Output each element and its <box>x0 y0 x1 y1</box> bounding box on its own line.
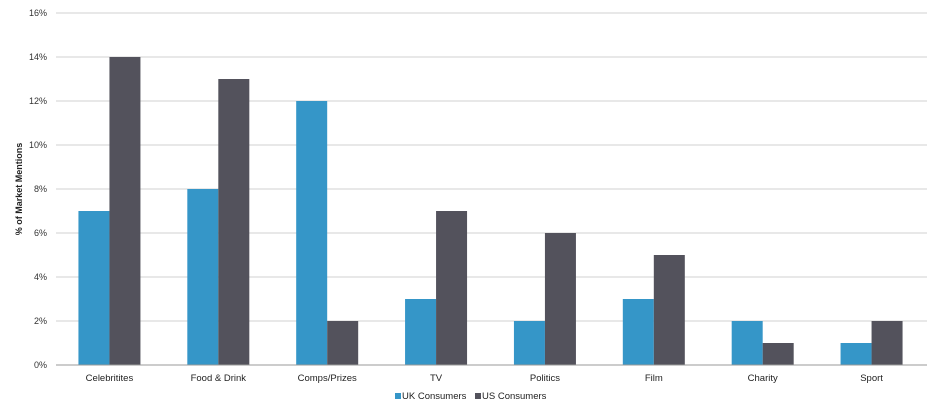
bar-us <box>653 255 685 365</box>
bar-uk <box>296 101 328 365</box>
y-tick-label: 8% <box>34 184 47 194</box>
bar-us <box>544 233 576 365</box>
x-category-label: Politics <box>530 373 560 384</box>
x-axis-categories: Celebritites Food & Drink Comps/Prizes TV Po… <box>86 373 884 384</box>
bar-uk <box>78 211 110 365</box>
x-category-label: Film <box>645 373 663 384</box>
bars <box>78 57 903 365</box>
x-category-label: TV <box>430 373 443 384</box>
x-category-label: Celebritites <box>86 373 134 384</box>
y-axis-title: % of Market Mentions <box>14 143 24 236</box>
y-tick-label: 4% <box>34 272 47 282</box>
gridlines <box>56 12 927 322</box>
bar-us <box>762 343 794 365</box>
legend: UK Consumers US Consumers <box>395 391 547 402</box>
bar-uk <box>187 189 219 365</box>
x-category-label: Food & Drink <box>191 373 247 384</box>
y-tick-label: 12% <box>29 96 47 106</box>
bar-us <box>218 79 250 365</box>
bar-uk <box>513 321 545 365</box>
y-tick-label: 14% <box>29 52 47 62</box>
bar-uk <box>840 343 872 365</box>
y-axis-ticks: 0% 2% 4% 6% 8% 10% 12% 14% 16% <box>29 8 47 370</box>
legend-label: UK Consumers <box>402 391 467 402</box>
y-tick-label: 2% <box>34 316 47 326</box>
legend-swatch <box>395 393 401 399</box>
bar-us <box>327 321 359 365</box>
y-tick-label: 0% <box>34 360 47 370</box>
x-category-label: Sport <box>860 373 883 384</box>
bar-us <box>871 321 903 365</box>
bar-us <box>109 57 141 365</box>
bar-uk <box>622 299 654 365</box>
x-category-label: Charity <box>748 373 778 384</box>
bar-uk <box>731 321 763 365</box>
legend-label: US Consumers <box>482 391 547 402</box>
y-tick-label: 16% <box>29 8 47 18</box>
bar-uk <box>405 299 437 365</box>
y-tick-label: 10% <box>29 140 47 150</box>
legend-swatch <box>475 393 481 399</box>
y-tick-label: 6% <box>34 228 47 238</box>
x-category-label: Comps/Prizes <box>298 373 357 384</box>
bar-us <box>436 211 468 365</box>
